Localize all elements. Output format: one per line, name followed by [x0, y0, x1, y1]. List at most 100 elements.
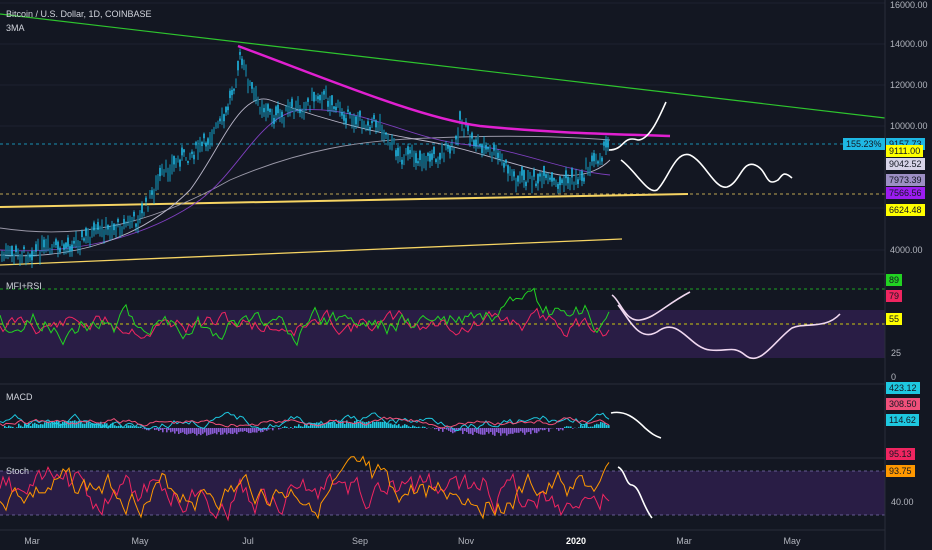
stoch-pane[interactable]: [0, 455, 885, 522]
candle-body: [521, 166, 523, 176]
candle-body: [297, 97, 299, 108]
macd-projection[interactable]: [610, 411, 662, 439]
long-trend-line[interactable]: [0, 13, 886, 119]
macd-histogram-bar: [60, 423, 62, 428]
macd-signal-line: [0, 416, 610, 429]
resistance-curve[interactable]: [237, 44, 671, 138]
candle-body: [557, 183, 559, 189]
candle-body: [455, 135, 457, 140]
macd-histogram-bar: [342, 420, 344, 428]
macd-histogram-bar: [62, 421, 64, 428]
candle-body: [113, 223, 115, 231]
macd-histogram-bar: [162, 428, 164, 433]
time-axis-label: Sep: [351, 536, 369, 546]
macd-histogram-bar: [422, 426, 424, 428]
macd-histogram-bar: [408, 426, 410, 428]
candle-body: [161, 166, 163, 173]
macd-histogram-bar: [348, 423, 350, 428]
macd-histogram-bar: [466, 428, 468, 433]
projection-breakout[interactable]: [608, 101, 667, 151]
candle-body: [129, 217, 131, 225]
candle-body: [551, 172, 553, 182]
candle-body: [505, 159, 507, 163]
candle-body: [267, 104, 269, 111]
macd-histogram-bar: [498, 428, 500, 434]
macd-histogram-bar: [304, 424, 306, 428]
macd-histogram-bar: [98, 422, 100, 428]
candle-body: [431, 153, 433, 160]
candle-body: [393, 139, 395, 143]
rsi-projection-long[interactable]: [617, 304, 841, 360]
stoch-tag: 95.13: [886, 448, 915, 460]
macd-histogram-bar: [334, 422, 336, 428]
macd-histogram-bar: [52, 420, 54, 428]
candle-body: [479, 143, 481, 146]
macd-histogram-bar: [452, 428, 454, 434]
macd-histogram-bar: [230, 428, 232, 434]
candle-body: [475, 139, 477, 147]
macd-histogram-bar: [424, 426, 426, 428]
candle-body: [213, 128, 215, 132]
candle-body: [595, 153, 597, 161]
candle-body: [427, 153, 429, 156]
candle-body: [315, 97, 317, 100]
candle-body: [495, 145, 497, 154]
macd-histogram-bar: [100, 421, 102, 428]
macd-pane[interactable]: [0, 383, 885, 439]
macd-histogram-bar: [496, 428, 498, 433]
macd-histogram-bar: [440, 428, 442, 430]
candle-body: [437, 156, 439, 163]
candle-body: [311, 90, 313, 97]
macd-histogram-bar: [578, 427, 580, 428]
macd-histogram-bar: [226, 428, 228, 435]
candle-body: [545, 174, 547, 178]
macd-histogram-bar: [326, 422, 328, 428]
macd-histogram-bar: [350, 423, 352, 428]
candle-body: [51, 245, 53, 250]
lower-trend-line[interactable]: [0, 238, 623, 266]
candle-body: [157, 174, 159, 184]
macd-histogram-bar: [338, 420, 340, 428]
candle-body: [565, 170, 567, 179]
macd-histogram-bar: [10, 426, 12, 428]
macd-histogram-bar: [94, 423, 96, 428]
macd-histogram-bar: [302, 426, 304, 428]
macd-histogram-bar: [442, 428, 444, 432]
macd-histogram-bar: [530, 428, 532, 435]
candle-body: [325, 86, 327, 95]
macd-histogram-bar: [204, 428, 206, 433]
candle-body: [43, 239, 45, 248]
candle-body: [559, 176, 561, 186]
candle-body: [541, 173, 543, 183]
candle-body: [139, 210, 141, 218]
candle-body: [17, 248, 19, 254]
candle-body: [15, 245, 17, 253]
projection-wave[interactable]: [620, 153, 793, 192]
candle-body: [265, 104, 267, 114]
candle-body: [535, 183, 537, 187]
price-tag: 7566.56: [886, 187, 925, 199]
stoch-projection[interactable]: [617, 466, 653, 519]
candle-body: [221, 110, 223, 118]
candle-body: [537, 174, 539, 184]
price-pane[interactable]: [0, 2, 886, 268]
macd-histogram-bar: [434, 428, 436, 430]
rsi-pane[interactable]: [0, 273, 885, 360]
candle-body: [45, 239, 47, 249]
stoch-band: [0, 471, 885, 515]
candle-body: [481, 144, 483, 154]
macd-histogram-bar: [596, 423, 598, 428]
macd-histogram-bar: [174, 428, 176, 434]
candle-body: [425, 155, 427, 164]
macd-histogram-bar: [206, 428, 208, 436]
candle-body: [349, 112, 351, 115]
macd-histogram-bar: [296, 426, 298, 428]
candle-body: [583, 177, 585, 182]
candle-body: [71, 244, 73, 252]
candle-body: [31, 250, 33, 261]
support-trend-line[interactable]: [0, 193, 689, 208]
macd-histogram-bar: [280, 428, 282, 429]
macd-histogram-bar: [224, 428, 226, 433]
rsi-projection[interactable]: [611, 291, 691, 321]
